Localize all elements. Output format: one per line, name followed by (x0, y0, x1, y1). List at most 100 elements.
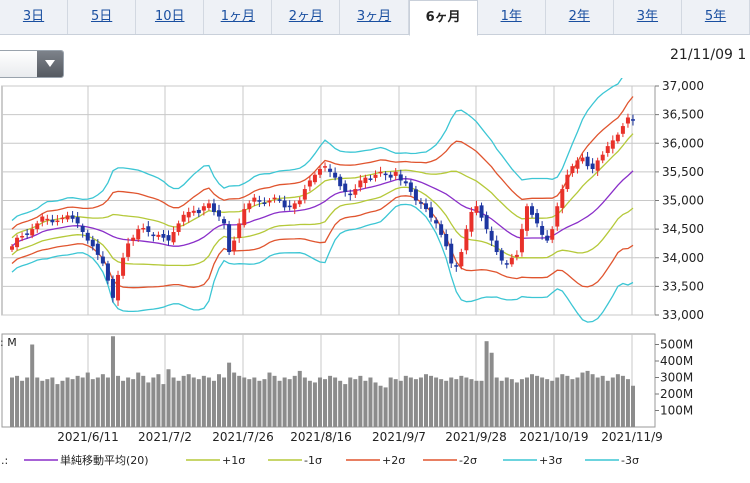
candle-body (560, 189, 565, 208)
volume-bar (85, 372, 90, 427)
volume-bar (181, 375, 186, 427)
tab-7[interactable]: 1年 (478, 0, 546, 34)
volume-bar (20, 380, 25, 427)
volume-bar (292, 375, 297, 427)
candle-body (479, 205, 484, 218)
volume-tick-label: 500M (660, 338, 693, 352)
candle-body (80, 225, 85, 232)
volume-bar (75, 375, 80, 427)
candle-body (257, 200, 262, 202)
volume-bar (156, 374, 161, 427)
tab-8[interactable]: 2年 (546, 0, 614, 34)
candle-body (267, 200, 272, 203)
indicator-select[interactable] (0, 50, 64, 78)
volume-bar (595, 377, 600, 427)
candle-body (136, 229, 141, 240)
volume-unit-label: : M (0, 336, 17, 349)
volume-bar (328, 375, 333, 427)
tab-6[interactable]: 6ヶ月 (408, 0, 478, 36)
volume-bar (166, 369, 171, 427)
candle-body (292, 203, 297, 209)
volume-bar (237, 375, 242, 427)
tab-9[interactable]: 3年 (614, 0, 682, 34)
candle-body (600, 154, 605, 161)
volume-bar (116, 375, 121, 427)
tab-10[interactable]: 5年 (682, 0, 750, 34)
volume-tick-label: 100M (660, 404, 693, 418)
price-tick-label: 37,000 (662, 79, 704, 93)
volume-bar (338, 380, 343, 427)
x-tick-label: 2021/11/9 (601, 430, 663, 444)
candle-body (454, 265, 459, 267)
candle-body (489, 230, 494, 241)
volume-bar (267, 372, 272, 427)
candle-body (65, 215, 70, 220)
candle-body (171, 231, 176, 243)
volume-bar (403, 375, 408, 427)
band-plus3 (11, 78, 623, 221)
volume-bar (262, 379, 267, 427)
volume-bar (590, 374, 595, 427)
volume-bar (105, 377, 110, 427)
candle-body (388, 174, 393, 178)
band-minus3 (11, 203, 634, 323)
volume-bar (363, 380, 368, 427)
candle-body (116, 274, 121, 301)
candle-body (625, 117, 630, 124)
candle-body (206, 203, 211, 208)
volume-bar (408, 377, 413, 427)
tab-1[interactable]: 5日 (68, 0, 137, 34)
candle-body (595, 160, 600, 171)
candle-body (540, 225, 545, 235)
price-tick-label: 34,000 (662, 251, 704, 265)
candle-body (524, 206, 529, 231)
tab-5[interactable]: 3ヶ月 (340, 0, 409, 34)
chart-datetime: 21/11/09 1 (670, 47, 747, 63)
volume-bar (227, 362, 232, 427)
volume-bar (479, 380, 484, 427)
candle-body (570, 166, 575, 174)
x-tick-label: 2021/8/16 (290, 430, 352, 444)
tab-3[interactable]: 1ヶ月 (204, 0, 273, 34)
candle-body (333, 172, 338, 178)
price-tick-label: 34,500 (662, 222, 704, 236)
volume-bar (146, 382, 151, 427)
candle-body (504, 263, 509, 265)
legend-label: +3σ (539, 454, 562, 467)
volume-bar (378, 385, 383, 427)
volume-bar (323, 379, 328, 427)
candle-body (509, 257, 514, 265)
volume-bar (444, 380, 449, 427)
volume-bar (15, 375, 20, 427)
volume-bar (459, 375, 464, 427)
volume-bar (353, 379, 358, 427)
chevron-down-icon[interactable] (37, 51, 63, 77)
tab-0[interactable]: 3日 (0, 0, 69, 34)
candle-body (191, 210, 196, 213)
candle-body (550, 229, 555, 240)
volume-bar (110, 336, 115, 427)
volume-bar (161, 384, 166, 427)
volume-bar (398, 380, 403, 427)
volume-bar (201, 375, 206, 427)
tab-2[interactable]: 10日 (136, 0, 205, 34)
candle-body (50, 219, 55, 223)
band-minus2 (11, 195, 634, 289)
candle-body (211, 203, 216, 212)
volume-bar (383, 387, 388, 427)
volume-bar (287, 379, 292, 427)
candlesticks (10, 113, 635, 306)
volume-bar (242, 377, 247, 427)
candle-body (85, 232, 90, 241)
candle-body (10, 246, 14, 250)
tab-4[interactable]: 2ヶ月 (272, 0, 341, 34)
candle-body (535, 213, 540, 224)
volume-bar (95, 377, 100, 427)
candle-body (449, 243, 454, 264)
candle-body (353, 189, 358, 195)
volume-bar (257, 380, 262, 427)
volume-bar (555, 377, 560, 427)
volume-tick-label: 300M (660, 371, 693, 385)
candle-body (237, 223, 242, 238)
volume-bar (348, 377, 353, 427)
